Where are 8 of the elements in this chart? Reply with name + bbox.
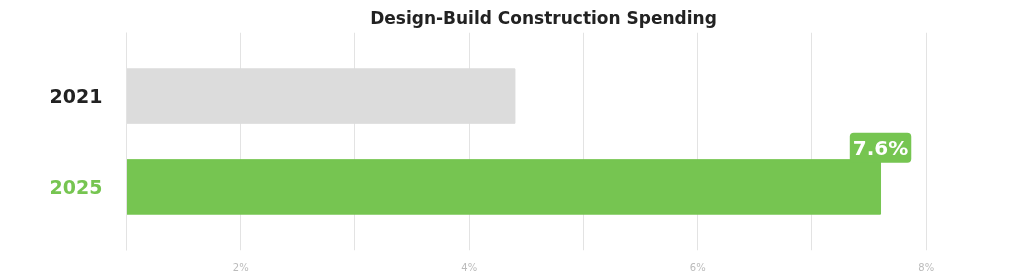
y-tick-label: 2025 — [49, 175, 103, 198]
x-tick-label: 4% — [461, 261, 478, 273]
x-tick-label: 8% — [918, 261, 935, 273]
x-tick-label: 2% — [232, 261, 249, 273]
chart-title: Design-Build Construction Spending — [370, 7, 717, 28]
data-label: 7.6% — [852, 135, 909, 160]
y-tick-label: 2021 — [49, 85, 103, 108]
x-tick-label: 6% — [689, 261, 706, 273]
